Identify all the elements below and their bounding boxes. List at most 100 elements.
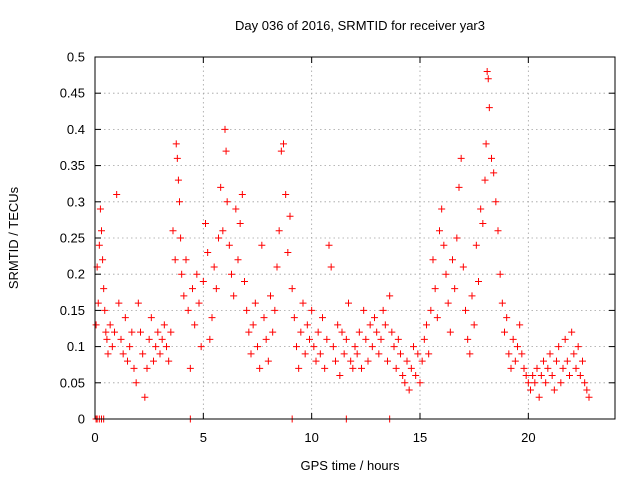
data-point <box>329 343 337 351</box>
data-point <box>570 350 578 358</box>
data-point <box>104 350 112 358</box>
data-point <box>308 306 316 314</box>
data-point <box>386 292 394 300</box>
data-point <box>438 205 446 213</box>
data-point <box>405 386 413 394</box>
data-point <box>273 263 281 271</box>
data-point <box>581 379 589 387</box>
data-point <box>453 234 461 242</box>
data-point <box>101 306 109 314</box>
data-point <box>401 379 409 387</box>
data-point <box>520 364 528 372</box>
data-point <box>501 328 508 336</box>
data-point <box>436 227 443 235</box>
data-point <box>172 140 180 148</box>
data-point <box>457 154 465 162</box>
data-point <box>488 154 495 162</box>
data-point <box>189 285 196 293</box>
data-point <box>312 357 320 365</box>
data-point <box>284 248 292 256</box>
data-point <box>158 335 166 343</box>
data-point <box>397 350 404 358</box>
data-point <box>277 147 285 155</box>
data-point <box>143 364 151 372</box>
data-point <box>364 357 372 365</box>
data-point <box>280 140 287 148</box>
data-point <box>111 328 118 336</box>
data-point <box>490 169 498 177</box>
data-point <box>540 357 547 365</box>
data-point <box>494 227 502 235</box>
data-point <box>340 350 348 358</box>
data-point <box>147 314 155 322</box>
data-point <box>128 328 136 336</box>
data-point <box>258 241 266 249</box>
data-point <box>555 343 563 351</box>
data-point <box>251 299 259 307</box>
data-point <box>531 379 539 387</box>
data-point <box>290 314 298 322</box>
data-point <box>358 364 365 372</box>
y-tick-label: 0.25 <box>60 231 85 246</box>
y-tick-label: 0.4 <box>67 122 85 137</box>
data-point <box>94 299 102 307</box>
x-axis-label: GPS time / hours <box>301 458 400 473</box>
data-point <box>154 328 162 336</box>
data-point <box>507 364 515 372</box>
data-point <box>222 147 230 155</box>
data-point <box>585 393 593 401</box>
data-point <box>95 241 103 249</box>
data-point <box>208 314 216 322</box>
data-point <box>219 227 227 235</box>
data-point <box>342 335 350 343</box>
data-point <box>388 328 396 336</box>
data-point <box>204 248 212 256</box>
y-tick-label: 0.45 <box>60 86 85 101</box>
data-point <box>182 256 190 264</box>
data-point <box>392 364 400 372</box>
data-point <box>301 350 309 358</box>
data-point <box>150 357 157 365</box>
data-point <box>102 328 110 336</box>
data-point <box>249 321 257 329</box>
data-point <box>325 241 333 249</box>
data-point <box>527 386 534 394</box>
data-point <box>199 277 207 285</box>
data-point <box>245 328 253 336</box>
data-point <box>377 335 385 343</box>
data-point <box>169 227 177 235</box>
data-point <box>316 350 324 358</box>
data-point <box>444 299 452 307</box>
data-point <box>180 292 188 300</box>
data-point <box>221 125 229 133</box>
data-point <box>464 335 472 343</box>
data-point <box>505 350 513 358</box>
data-point <box>572 364 580 372</box>
data-point <box>126 343 134 351</box>
data-point <box>247 350 255 358</box>
data-point <box>282 191 290 199</box>
data-point <box>394 335 402 343</box>
data-point <box>121 314 129 322</box>
chart-title: Day 036 of 2016, SRMTID for receiver yar… <box>235 18 485 33</box>
data-point <box>537 372 545 380</box>
data-point <box>485 104 493 112</box>
data-point <box>137 328 144 336</box>
grid-lines <box>95 57 615 419</box>
data-point <box>338 328 346 336</box>
data-point <box>381 321 389 329</box>
data-point <box>152 343 160 351</box>
data-point <box>568 328 576 336</box>
data-point <box>236 220 244 228</box>
data-point <box>103 335 111 343</box>
data-point <box>455 183 463 191</box>
data-point <box>163 343 170 351</box>
data-point <box>174 176 182 184</box>
data-point <box>206 335 214 343</box>
x-tick-label: 0 <box>91 430 98 445</box>
data-point <box>492 198 500 206</box>
data-point <box>414 350 422 358</box>
data-point <box>423 321 430 329</box>
data-point <box>288 285 296 293</box>
data-point <box>542 379 550 387</box>
